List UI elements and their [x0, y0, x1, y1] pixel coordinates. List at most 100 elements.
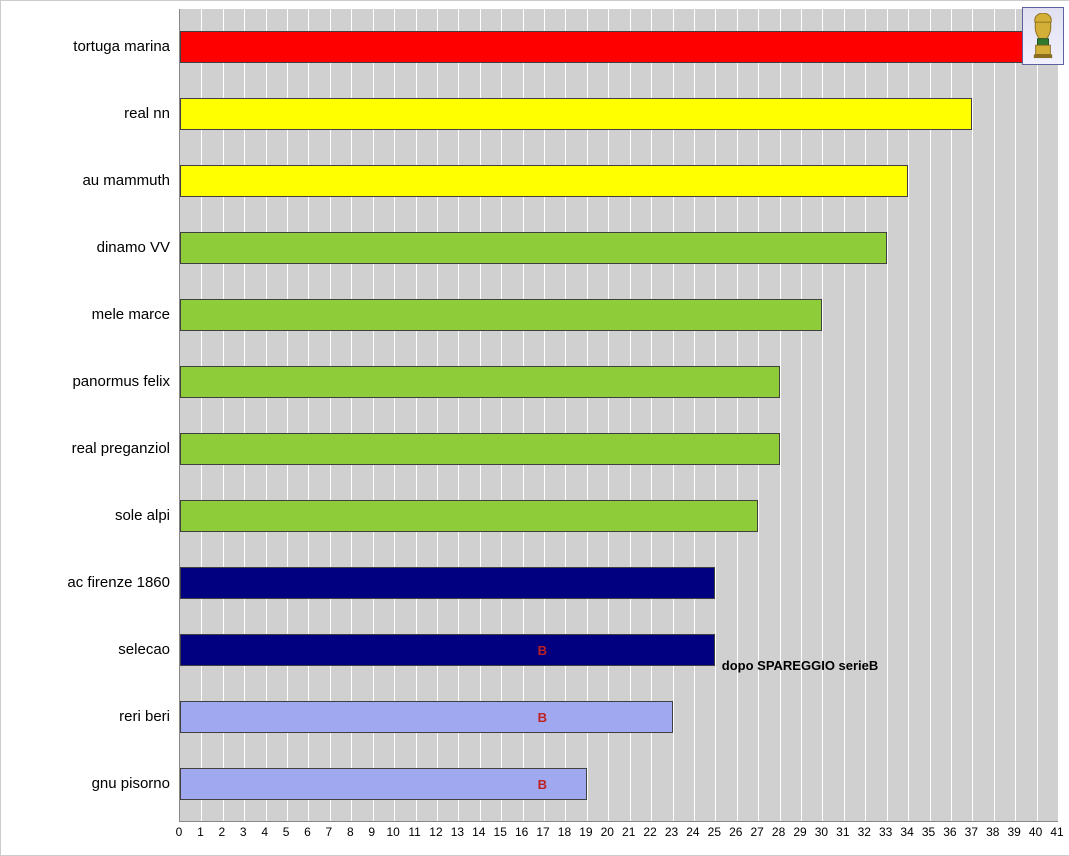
- x-axis-tick-label: 12: [426, 825, 446, 839]
- y-axis-label: panormus felix: [10, 366, 170, 398]
- y-axis-label: reri beri: [10, 701, 170, 733]
- gridline: [694, 9, 695, 821]
- x-axis-tick-label: 19: [576, 825, 596, 839]
- x-axis-tick-label: 36: [940, 825, 960, 839]
- y-axis-label: real nn: [10, 98, 170, 130]
- x-axis-tick-label: 29: [790, 825, 810, 839]
- x-axis-tick-label: 4: [255, 825, 275, 839]
- annotation: B: [538, 710, 547, 725]
- bar: [180, 31, 1037, 63]
- x-axis-tick-label: 25: [704, 825, 724, 839]
- x-axis-tick-label: 9: [362, 825, 382, 839]
- x-axis-tick-label: 37: [961, 825, 981, 839]
- y-axis-label: sole alpi: [10, 500, 170, 532]
- x-axis-tick-label: 38: [983, 825, 1003, 839]
- gridline: [416, 9, 417, 821]
- x-axis-tick-label: 27: [747, 825, 767, 839]
- gridline: [951, 9, 952, 821]
- chart-container: BBBdopo SPAREGGIO serieB 012345678910111…: [0, 0, 1069, 856]
- x-axis-tick-label: 16: [512, 825, 532, 839]
- x-axis-tick-label: 0: [169, 825, 189, 839]
- gridline: [458, 9, 459, 821]
- gridline: [373, 9, 374, 821]
- bar: [180, 232, 887, 264]
- y-axis-label: gnu pisorno: [10, 768, 170, 800]
- gridline: [715, 9, 716, 821]
- x-axis-tick-label: 39: [1004, 825, 1024, 839]
- gridline: [1058, 9, 1059, 821]
- x-axis-tick-label: 28: [769, 825, 789, 839]
- gridline: [801, 9, 802, 821]
- bar: [180, 299, 822, 331]
- y-axis-label: mele marce: [10, 299, 170, 331]
- x-axis-tick-label: 15: [490, 825, 510, 839]
- gridline: [673, 9, 674, 821]
- gridline: [844, 9, 845, 821]
- y-axis-label: au mammuth: [10, 165, 170, 197]
- x-axis-tick-label: 10: [383, 825, 403, 839]
- bar: [180, 433, 780, 465]
- gridline: [308, 9, 309, 821]
- x-axis-tick-label: 20: [597, 825, 617, 839]
- x-axis-tick-label: 3: [233, 825, 253, 839]
- gridline: [480, 9, 481, 821]
- x-axis-tick-label: 14: [469, 825, 489, 839]
- gridline: [244, 9, 245, 821]
- x-axis-tick-label: 30: [811, 825, 831, 839]
- trophy-icon: [1022, 7, 1064, 65]
- x-axis-tick-label: 2: [212, 825, 232, 839]
- bar: [180, 500, 758, 532]
- gridline: [865, 9, 866, 821]
- annotation: dopo SPAREGGIO serieB: [722, 658, 879, 673]
- gridline: [587, 9, 588, 821]
- x-axis-tick-label: 33: [876, 825, 896, 839]
- gridline: [651, 9, 652, 821]
- x-axis-tick-label: 8: [340, 825, 360, 839]
- gridline: [972, 9, 973, 821]
- y-axis-label: tortuga marina: [10, 31, 170, 63]
- x-axis-tick-label: 35: [919, 825, 939, 839]
- x-axis-tick-label: 23: [662, 825, 682, 839]
- x-axis-tick-label: 24: [683, 825, 703, 839]
- x-axis-tick-label: 34: [897, 825, 917, 839]
- x-axis-tick-label: 17: [533, 825, 553, 839]
- gridline: [630, 9, 631, 821]
- x-axis-tick-label: 13: [447, 825, 467, 839]
- gridline: [287, 9, 288, 821]
- gridline: [822, 9, 823, 821]
- x-axis-tick-label: 7: [319, 825, 339, 839]
- y-axis-label: ac firenze 1860: [10, 567, 170, 599]
- x-axis-tick-label: 31: [833, 825, 853, 839]
- bar: [180, 98, 972, 130]
- gridline: [201, 9, 202, 821]
- gridline: [330, 9, 331, 821]
- x-axis-tick-label: 22: [640, 825, 660, 839]
- gridline: [565, 9, 566, 821]
- bar: [180, 701, 673, 733]
- x-axis-tick-label: 41: [1047, 825, 1067, 839]
- plot-area: BBBdopo SPAREGGIO serieB: [179, 9, 1058, 822]
- y-axis-label: real preganziol: [10, 433, 170, 465]
- gridline: [930, 9, 931, 821]
- bar: [180, 768, 587, 800]
- bar: [180, 165, 908, 197]
- gridline: [437, 9, 438, 821]
- gridline: [223, 9, 224, 821]
- gridline: [908, 9, 909, 821]
- annotation: B: [538, 777, 547, 792]
- x-axis-tick-label: 26: [726, 825, 746, 839]
- gridline: [544, 9, 545, 821]
- gridline: [523, 9, 524, 821]
- bar: [180, 634, 715, 666]
- gridline: [994, 9, 995, 821]
- gridline: [266, 9, 267, 821]
- gridline: [501, 9, 502, 821]
- gridline: [780, 9, 781, 821]
- gridline: [1037, 9, 1038, 821]
- x-axis-tick-label: 1: [190, 825, 210, 839]
- x-axis-tick-label: 5: [276, 825, 296, 839]
- gridline: [394, 9, 395, 821]
- x-axis-tick-label: 6: [297, 825, 317, 839]
- bar: [180, 567, 715, 599]
- gridline: [351, 9, 352, 821]
